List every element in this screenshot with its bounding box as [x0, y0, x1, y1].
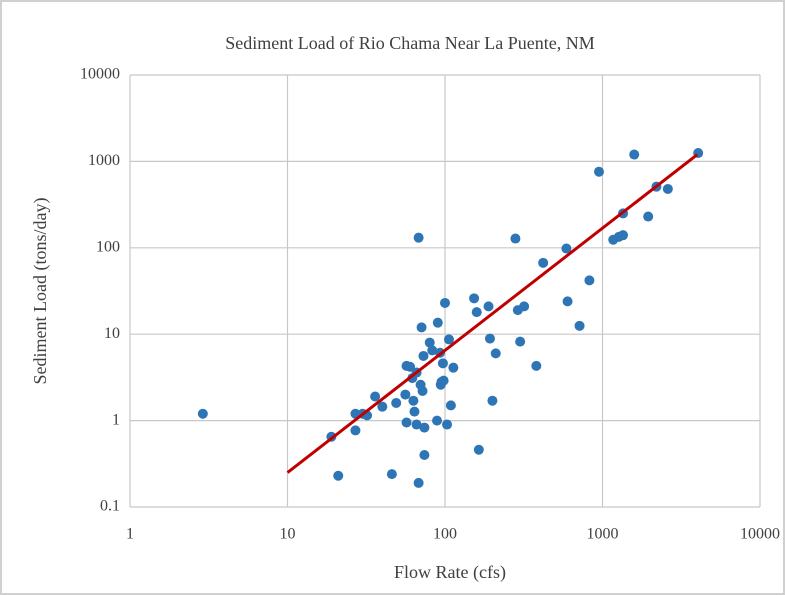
data-point: [484, 333, 495, 344]
data-point: [408, 395, 419, 406]
x-tick-label: 10000: [740, 526, 780, 543]
x-tick-label: 100: [433, 526, 457, 543]
data-point: [401, 417, 412, 428]
data-point: [618, 230, 629, 241]
data-point: [333, 470, 344, 481]
y-axis-title: Sediment Load (tons/day): [30, 198, 51, 385]
y-tick-label: 100: [96, 238, 120, 255]
data-point: [432, 415, 443, 426]
x-tick-label: 10: [280, 526, 296, 543]
data-point: [448, 362, 459, 373]
data-point: [471, 307, 482, 318]
y-tick-label: 0.1: [100, 498, 120, 515]
data-point: [432, 317, 443, 328]
data-point: [437, 358, 448, 369]
data-point: [443, 334, 454, 345]
data-point: [427, 345, 438, 356]
data-point: [445, 400, 456, 411]
data-point: [197, 408, 208, 419]
data-point: [490, 348, 501, 359]
data-point: [483, 301, 494, 312]
data-point: [416, 322, 427, 333]
data-point: [440, 297, 450, 308]
data-point: [487, 395, 498, 406]
trend-line: [286, 153, 699, 474]
y-tick-label: 10: [104, 325, 120, 342]
data-point: [643, 211, 654, 222]
data-point: [350, 425, 361, 436]
data-point: [629, 149, 640, 160]
data-point: [411, 419, 422, 430]
data-point: [386, 469, 397, 480]
data-point: [531, 360, 542, 371]
data-point: [400, 389, 411, 400]
data-point: [377, 401, 388, 412]
data-point: [419, 449, 430, 460]
y-tick-label: 1: [112, 411, 120, 428]
data-point: [418, 350, 429, 361]
data-point: [424, 337, 435, 348]
data-point: [662, 183, 673, 194]
data-point: [574, 320, 585, 331]
data-point: [391, 397, 402, 408]
data-point: [442, 419, 453, 430]
data-point: [438, 375, 449, 386]
x-tick-label: 1000: [587, 526, 619, 543]
x-axis-title: Flow Rate (cfs): [394, 562, 506, 583]
data-point: [409, 406, 420, 417]
data-point: [473, 444, 484, 455]
y-tick-label: 1000: [88, 152, 120, 169]
data-point: [413, 477, 424, 488]
data-point: [405, 361, 416, 372]
data-point: [593, 166, 604, 177]
data-point: [413, 232, 424, 243]
data-point: [469, 293, 480, 304]
data-point: [419, 422, 430, 433]
data-point: [510, 233, 521, 244]
data-point: [515, 336, 526, 347]
data-point: [417, 386, 428, 397]
data-point: [538, 257, 549, 268]
data-point: [584, 275, 595, 286]
chart-title: Sediment Load of Rio Chama Near La Puent…: [225, 33, 594, 53]
data-point: [370, 391, 381, 402]
data-point: [561, 243, 572, 254]
y-tick-label: 10000: [80, 66, 120, 83]
x-tick-label: 1: [126, 526, 134, 543]
data-point: [519, 301, 530, 312]
data-point: [562, 296, 573, 307]
